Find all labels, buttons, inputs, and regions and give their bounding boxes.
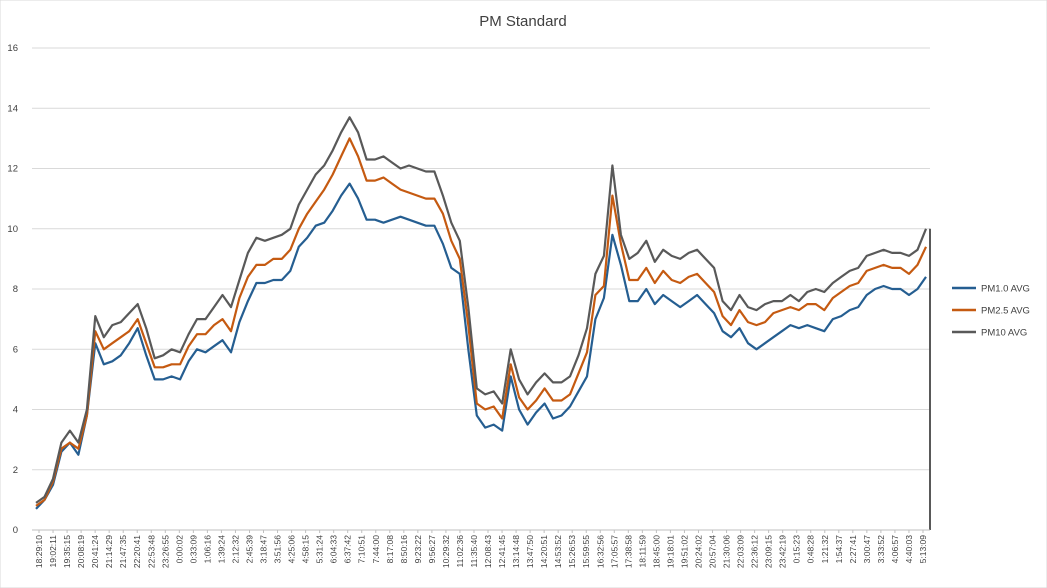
y-tick-label: 14 [7,103,18,114]
y-tick-label: 12 [7,164,18,175]
y-tick-label: 8 [13,284,18,295]
x-tick-label: 2:12:32 [230,535,240,564]
x-tick-label: 9:56:27 [427,535,437,564]
legend-label: PM10 AVG [981,328,1027,339]
legend: PM1.0 AVG PM2.5 AVG PM10 AVG [952,284,1030,339]
legend-label: PM1.0 AVG [981,284,1030,295]
x-tick-label: 1:06:16 [202,535,212,564]
x-tick-label: 13:47:50 [525,535,535,568]
x-tick-label: 23:26:55 [160,535,170,568]
x-tick-label: 14:20:51 [539,535,549,568]
x-tick-label: 7:10:51 [357,535,367,564]
chart-title: PM Standard [479,13,567,30]
x-tick-label: 12:08:43 [483,535,493,568]
x-tick-label: 8:17:08 [385,535,395,564]
x-tick-label: 18:45:00 [651,535,661,568]
x-tick-label: 6:04:33 [329,535,339,564]
x-tick-label: 9:23:22 [413,535,423,564]
x-tick-label: 20:57:04 [708,535,718,568]
x-tick-label: 3:33:52 [876,535,886,564]
x-tick-label: 3:18:47 [259,535,269,564]
x-tick-label: 22:03:09 [736,535,746,568]
x-tick-label: 21:47:35 [118,535,128,568]
x-tick-label: 15:26:53 [567,535,577,568]
x-tick-label: 19:02:11 [48,535,58,568]
x-tick-label: 0:33:09 [188,535,198,564]
x-tick-label: 19:18:01 [665,535,675,568]
x-tick-label: 18:11:59 [637,535,647,568]
series-line-1 [35,137,927,507]
x-tick-label: 11:35:40 [469,535,479,568]
x-tick-label: 19:51:02 [679,535,689,568]
x-tick-label: 13:14:48 [511,535,521,568]
y-tick-label: 16 [7,43,18,54]
x-tick-label: 5:31:24 [315,535,325,564]
x-tick-label: 0:15:23 [792,535,802,564]
x-tick-label: 15:59:55 [581,535,591,568]
x-tick-label: 4:06:57 [890,535,900,564]
legend-label: PM2.5 AVG [981,306,1030,317]
y-tick-label: 6 [13,344,18,355]
x-tick-label: 2:27:41 [848,535,858,564]
x-tick-label: 0:48:28 [806,535,816,564]
x-tick-label: 1:54:37 [834,535,844,564]
x-tick-label: 20:24:02 [693,535,703,568]
x-tick-label: 10:29:32 [441,535,451,568]
x-tick-label: 18:29:10 [34,535,44,568]
x-tick-label: 3:00:47 [862,535,872,564]
x-tick-label: 2:45:39 [244,535,254,564]
x-tick-label: 4:40:03 [904,535,914,564]
y-tick-label: 4 [13,405,18,416]
x-tick-label: 3:51:56 [273,535,283,564]
x-tick-label: 16:32:56 [595,535,605,568]
x-tick-label: 0:00:02 [174,535,184,564]
x-tick-label: 22:36:12 [750,535,760,568]
y-tick-label: 2 [13,465,18,476]
x-tick-label: 4:25:06 [287,535,297,564]
y-tick-label: 10 [7,224,18,235]
x-tick-label: 21:14:29 [104,535,114,568]
x-tick-label: 1:39:24 [216,535,226,564]
series-lines [35,116,931,530]
x-tick-label: 5:13:09 [918,535,928,564]
y-tick-label: 0 [13,525,18,536]
x-tick-label: 20:41:24 [90,535,100,568]
x-tick-label: 23:09:15 [764,535,774,568]
series-line-2 [35,116,928,504]
x-tick-label: 7:44:00 [371,535,381,564]
x-tick-label: 20:08:19 [76,535,86,568]
series-line-0 [35,182,927,510]
x-tick-label: 14:53:52 [553,535,563,568]
x-tick-label: 22:20:41 [132,535,142,568]
x-tick-label: 21:30:06 [722,535,732,568]
x-tick-label: 4:58:15 [301,535,311,564]
x-tick-label: 11:02:36 [455,535,465,568]
x-tick-label: 22:53:48 [146,535,156,568]
x-tick-label: 19:35:15 [62,535,72,568]
x-tick-label: 17:05:57 [609,535,619,568]
x-tick-label: 1:21:32 [820,535,830,564]
x-tick-label: 6:37:42 [343,535,353,564]
x-tick-label: 17:38:58 [623,535,633,568]
x-axis-ticks: 18:29:10 19:02:11 19:35:15 20:08:19 20:41:24… [34,530,928,568]
x-tick-label: 8:50:16 [399,535,409,564]
x-tick-label: 12:41:45 [497,535,507,568]
x-tick-label: 23:42:19 [778,535,788,568]
y-axis-ticks: 0 2 4 6 8 10 12 14 16 [7,43,18,536]
